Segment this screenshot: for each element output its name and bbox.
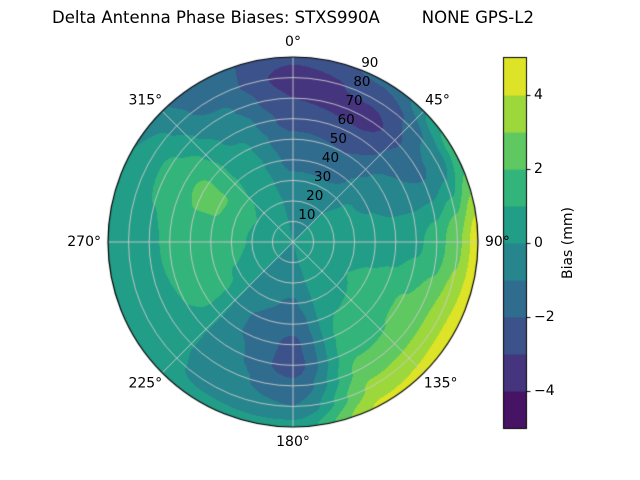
azimuth-label-0deg: 0° [285,34,301,50]
colorbar-tick-neg2: −2 [534,309,555,325]
azimuth-label-45deg: 45° [425,92,450,109]
azimuth-label-180deg: 180° [276,434,310,450]
colorbar-tick-4: 4 [534,87,543,103]
colorbar-tick-2: 2 [534,161,543,177]
radial-label-90: 90 [361,55,379,72]
chart-title-main: Delta Antenna Phase Biases: STXS990A [52,8,380,27]
radial-label-60: 60 [337,112,355,129]
chart-title-signal: NONE GPS-L2 [421,8,534,27]
colorbar-tick-0: 0 [534,235,543,251]
azimuth-label-315deg: 315° [128,92,163,109]
colorbar-tick-neg4: −4 [534,383,555,399]
azimuth-label-270deg: 270° [67,234,101,250]
radial-label-10: 10 [298,207,316,223]
chart-title: Delta Antenna Phase Biases: STXS990A NON… [52,8,534,27]
azimuth-label-135deg: 135° [423,375,458,392]
azimuth-label-90deg: 90° [485,234,510,250]
radial-label-30: 30 [314,169,332,186]
radial-label-40: 40 [321,150,340,167]
radial-label-70: 70 [345,93,363,110]
radial-label-20: 20 [306,188,324,205]
colorbar-axis-label: Bias (mm) [560,206,576,280]
radial-label-80: 80 [353,74,371,91]
azimuth-label-225deg: 225° [128,375,163,392]
radial-label-50: 50 [329,131,347,148]
